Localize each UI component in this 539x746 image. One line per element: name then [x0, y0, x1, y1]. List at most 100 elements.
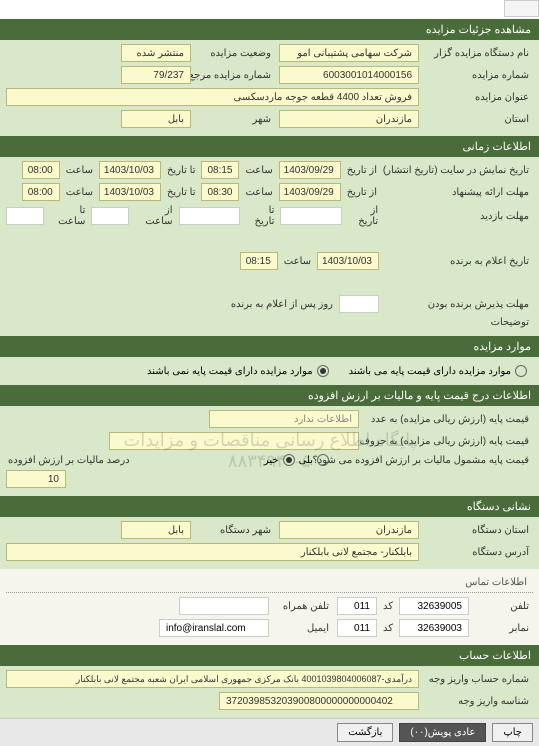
field-acc-no: درآمدی-4001039804006087 بانک مرکزی جمهور… [6, 670, 419, 688]
field-prop-to-time-v: 08:00 [22, 183, 60, 201]
field-publish-to-time: 08:00 [22, 161, 60, 179]
field-deposit-id: 372039853203900800000000000402 [219, 692, 419, 710]
section-body-contact: اطلاعات تماس تلفن 32639005 کد 011 تلفن ه… [0, 569, 539, 645]
radio-vat-yes[interactable]: بلی [299, 454, 329, 466]
field-fax-code: 011 [337, 619, 377, 637]
label-winner-time: ساعت [282, 256, 313, 267]
label-ref-no: شماره مزایده مرجع [195, 70, 275, 81]
label-org-province: استان دستگاه [423, 525, 533, 536]
label-from-time: ساعت [243, 165, 274, 176]
label-vat-pct: درصد مالیات بر ارزش افزوده [6, 455, 132, 466]
label-org-city: شهر دستگاه [195, 525, 275, 536]
label-status: وضعیت مزایده [195, 48, 275, 59]
label-vat: قیمت پایه مشمول مالیات بر ارزش افزوده می… [333, 455, 533, 466]
label-auction-no: شماره مزایده [423, 70, 533, 81]
label-proposal: مهلت ارائه پیشنهاد [383, 187, 533, 198]
top-tab [504, 0, 539, 17]
label-fax-code: کد [381, 623, 395, 634]
preview-button[interactable]: عادی پویش(۰۰) [399, 723, 486, 742]
label-email: ایمیل [273, 623, 333, 634]
label-prop-to-time: ساعت [64, 187, 95, 198]
label-base-num: قیمت پایه (ارزش ریالی مزایده) به عدد [363, 414, 533, 425]
field-accept-days[interactable] [339, 295, 379, 313]
radio-vat-no[interactable]: خیر [264, 454, 295, 466]
label-to: تا تاریخ [165, 165, 198, 176]
field-org-province: مازندران [279, 521, 419, 539]
label-desc: توضیحات [383, 317, 533, 328]
label-visit-from-time: تا تاریخ [244, 205, 276, 227]
print-button[interactable]: چاپ [492, 723, 533, 742]
section-header-account: اطلاعات حساب [0, 645, 539, 666]
section-body-account: شماره حساب واریز وجه درآمدی-400103980400… [0, 666, 539, 718]
radio-no-base[interactable]: موارد مزایده دارای قیمت پایه نمی باشند [147, 365, 329, 377]
field-visit-from-date[interactable] [280, 207, 342, 225]
label-acc-no: شماره حساب واریز وجه [423, 674, 533, 685]
label-fax: نمابر [473, 623, 533, 634]
section-header-address: نشانی دستگاه [0, 496, 539, 517]
field-prop-from-time-v: 08:30 [201, 183, 239, 201]
field-phone-code: 011 [337, 597, 377, 615]
label-phone-code: کد [381, 601, 395, 612]
label-deposit-id: شناسه واریز وجه [423, 696, 533, 707]
section-header-details: مشاهده جزئیات مزایده [0, 19, 539, 40]
field-org-city: بابل [121, 521, 191, 539]
label-org-address: آدرس دستگاه [423, 547, 533, 558]
section-body-address: استان دستگاه مازندران شهر دستگاه بابل آد… [0, 517, 539, 569]
radio-icon [515, 365, 527, 377]
field-org-name: شرکت سهامی پشتیبانی امو [279, 44, 419, 62]
radio-vat-no-label: خیر [264, 455, 279, 466]
field-auction-no: 6003001014000156 [279, 66, 419, 84]
label-visit: مهلت بازدید [384, 211, 533, 222]
field-ref-no: 79/237 [121, 66, 191, 84]
radio-has-base[interactable]: موارد مزایده دارای قیمت پایه می باشند [349, 365, 527, 377]
field-visit-to-time-v[interactable] [6, 207, 44, 225]
field-email: info@iranslal.com [159, 619, 269, 637]
field-fax: 32639003 [399, 619, 469, 637]
label-publish: تاریخ نمایش در سایت (تاریخ انتشار) [383, 165, 533, 176]
section-header-items: موارد مزایده [0, 336, 539, 357]
field-publish-from-time: 08:15 [201, 161, 239, 179]
field-base-text [109, 432, 359, 450]
label-winner: تاریخ اعلام به برنده [383, 256, 533, 267]
label-visit-to-time: تا ساعت [48, 205, 88, 227]
field-mobile [179, 597, 269, 615]
label-visit-to: از ساعت [133, 205, 174, 227]
label-city: شهر [195, 114, 275, 125]
label-mobile: تلفن همراه [273, 601, 333, 612]
field-title: فروش تعداد 4400 قطعه جوجه ماردسکسی [6, 88, 419, 106]
field-org-address: بابلکنار- مجتمع لانی بابلکنار [6, 543, 419, 561]
label-prop-from: از تاریخ [345, 187, 379, 198]
section-body-baseprice: پایگاه اطلاع رسانی مناقصات و مزایدات ۸۸۳… [0, 406, 539, 496]
back-button[interactable]: بازگشت [337, 723, 393, 742]
field-vat-pct: 10 [6, 470, 66, 488]
section-body-details: نام دستگاه مزایده گزار شرکت سهامی پشتیبا… [0, 40, 539, 136]
field-visit-to-date[interactable] [179, 207, 241, 225]
field-phone: 32639005 [399, 597, 469, 615]
contact-header: اطلاعات تماس [6, 573, 533, 593]
field-base-num: اطلاعات ندارد [209, 410, 359, 428]
field-prop-from-date: 1403/09/29 [279, 183, 341, 201]
section-header-timing: اطلاعات زمانی [0, 136, 539, 157]
field-publish-from-date: 1403/09/29 [279, 161, 341, 179]
field-winner-date: 1403/10/03 [317, 252, 379, 270]
field-status: منتشر شده [121, 44, 191, 62]
label-from: از تاریخ [345, 165, 379, 176]
field-visit-from-time-v[interactable] [91, 207, 129, 225]
radio-icon-checked [283, 454, 295, 466]
label-accept: مهلت پذیرش برنده بودن [383, 299, 533, 310]
field-province: مازندران [279, 110, 419, 128]
radio-vat-yes-label: بلی [299, 455, 313, 466]
label-province: استان [423, 114, 533, 125]
field-city: بابل [121, 110, 191, 128]
footer-bar: چاپ عادی پویش(۰۰) بازگشت [0, 718, 539, 746]
label-phone: تلفن [473, 601, 533, 612]
label-to-time: ساعت [64, 165, 95, 176]
label-accept-suffix: روز پس از اعلام به برنده [229, 299, 335, 310]
field-winner-time: 08:15 [240, 252, 278, 270]
radio-icon-checked [317, 365, 329, 377]
field-prop-to-date: 1403/10/03 [99, 183, 161, 201]
section-header-baseprice: اطلاعات درج قیمت پایه و مالیات بر ارزش ا… [0, 385, 539, 406]
radio-no-base-label: موارد مزایده دارای قیمت پایه نمی باشند [147, 366, 313, 377]
section-body-items: موارد مزایده دارای قیمت پایه می باشند مو… [0, 357, 539, 385]
label-base-text: قیمت پایه (ارزش ریالی مزایده) به حروف [363, 436, 533, 447]
